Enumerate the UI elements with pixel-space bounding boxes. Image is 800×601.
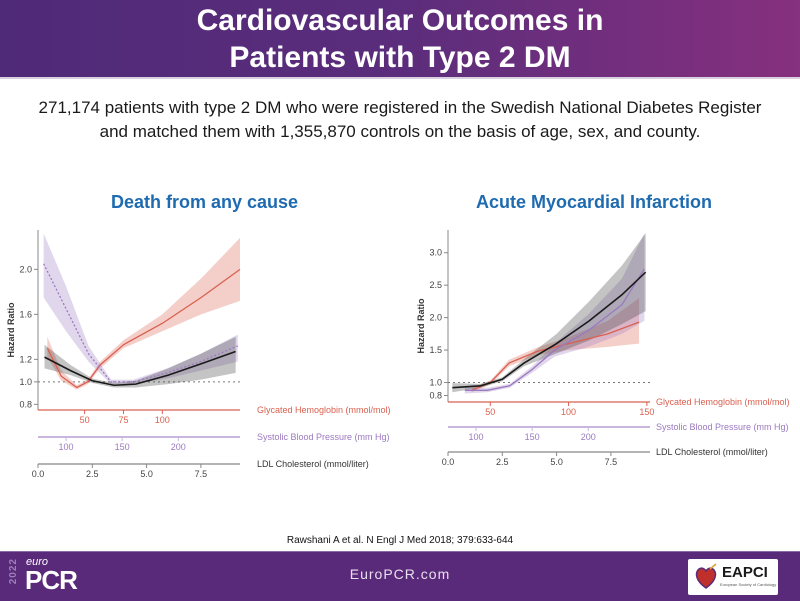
slide-header: Cardiovascular Outcomes in Patients with… [0,0,800,79]
x-tick-label-ldl: 0.0 [32,469,45,479]
y-tick-label: 3.0 [429,248,442,258]
y-tick-label: 2.5 [429,280,442,290]
ci-band-ldl [452,233,646,393]
x-tick-label-sbp: 200 [581,432,596,442]
ci-band-sbp [464,233,645,394]
esc-subtitle: European Society of Cardiology [720,582,777,587]
x-tick-label-sbp: 150 [115,442,130,452]
x-tick-label-hba1c: 50 [485,407,495,417]
europcr-logo: 2022 euro PCR [8,556,88,596]
slide-title-line1: Cardiovascular Outcomes in [196,4,604,37]
heart-icon [695,563,717,589]
x-tick-label-sbp: 100 [469,432,484,442]
y-axis-label: Hazard Ratio [6,302,16,358]
eapci-logo: EAPCI European Society of Cardiology [688,559,778,595]
y-tick-label: 0.8 [429,391,442,401]
x-tick-label-ldl: 2.5 [86,469,99,479]
y-tick-label: 1.6 [19,309,32,319]
chart-title-death: Death from any cause [111,192,299,212]
x-tick-label-ldl: 7.5 [195,469,208,479]
logo-euro: euro [26,556,49,568]
x-tick-label-hba1c: 100 [561,407,576,417]
x-tick-label-hba1c: 100 [155,415,170,425]
x-axis-label-ldl: LDL Cholesterol (mmol/liter) [656,447,768,457]
y-tick-label: 1.0 [19,377,32,387]
x-tick-label-ldl: 7.5 [605,457,618,467]
y-tick-label: 1.5 [429,345,442,355]
subtitle-line2: and matched them with 1,355,870 controls… [99,122,701,141]
y-axis-label: Hazard Ratio [416,298,426,354]
x-tick-label-hba1c: 75 [118,415,128,425]
x-tick-label-ldl: 5.0 [140,469,153,479]
x-axis-label-hba1c: Glycated Hemoglobin (mmol/mol) [656,397,790,407]
x-tick-label-ldl: 5.0 [550,457,563,467]
series-line-ldl [452,271,647,389]
slide-subtitle: 271,174 patients with type 2 DM who were… [0,96,800,144]
footer-url-link[interactable]: EuroPCR.com [349,566,451,582]
subtitle-line1: 271,174 patients with type 2 DM who were… [38,98,762,117]
y-tick-label: 1.2 [19,354,32,364]
slide-title: Cardiovascular Outcomes in Patients with… [0,2,800,76]
chart-title-ami: Acute Myocardial Infarction [476,192,713,212]
x-tick-label-sbp: 200 [171,442,186,452]
x-tick-label-sbp: 150 [525,432,540,442]
y-tick-label: 1.0 [429,378,442,388]
series-line-ldl [44,350,236,387]
citation: Rawshani A et al. N Engl J Med 2018; 379… [286,535,514,546]
eapci-name: EAPCI [722,564,768,581]
y-tick-label: 0.8 [19,399,32,409]
footer-bar: 2022 euro PCR EuroPCR.com EAPCI European… [0,551,800,601]
x-tick-label-hba1c: 150 [639,407,654,417]
series-line-sbp [464,268,645,391]
y-tick-label: 2.0 [429,313,442,323]
x-tick-label-ldl: 2.5 [496,457,509,467]
logo-pcr: PCR [25,565,78,595]
series-line-hba1c [46,268,241,389]
x-axis-label-ldl: LDL Cholesterol (mmol/liter) [257,459,369,469]
x-tick-label-hba1c: 50 [80,415,90,425]
x-tick-label-sbp: 100 [59,442,74,452]
ci-band-hba1c [47,237,241,390]
slide-title-line2: Patients with Type 2 DM [229,41,571,74]
x-axis-label-hba1c: Glycated Hemoglobin (mmol/mol) [257,405,391,415]
ci-band-ldl [44,336,236,388]
x-axis-label-sbp: Systolic Blood Pressure (mm Hg) [656,422,789,432]
x-axis-label-sbp: Systolic Blood Pressure (mm Hg) [257,432,390,442]
y-tick-label: 2.0 [19,264,32,274]
chart-death-from-any-cause: 0.8 1.0 1.2 1.6 2.0 Hazard Ratio 50 75 100 Glycat… [6,230,391,479]
x-tick-label-ldl: 0.0 [442,457,455,467]
